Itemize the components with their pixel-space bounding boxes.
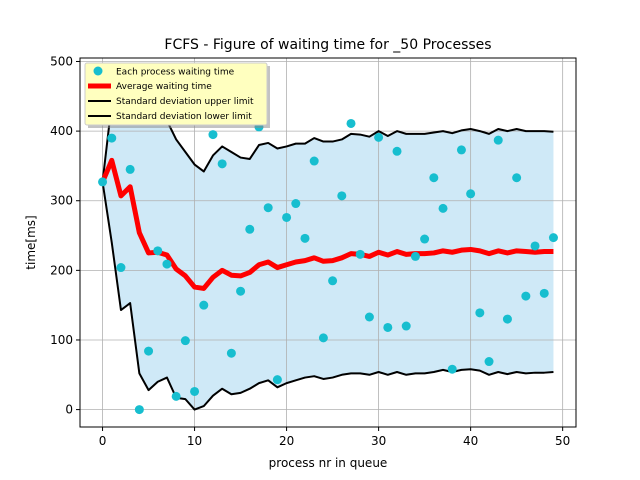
data-point [171,391,181,401]
data-point [383,322,393,332]
y-tick-label: 100 [50,333,73,347]
data-point [190,386,200,396]
data-point [521,291,531,301]
data-point [420,234,430,244]
std-deviation-band [102,103,554,410]
data-point [512,173,522,183]
data-point [484,357,494,367]
data-point [456,145,466,155]
data-point [116,263,126,273]
legend-label-points: Each process waiting time [116,68,235,78]
data-point [328,276,338,286]
data-point [355,249,365,259]
data-point [364,312,374,322]
data-point [475,308,485,318]
data-point [374,132,384,142]
data-point [337,191,347,201]
y-tick-label: 400 [50,124,73,138]
y-tick-label: 500 [50,54,73,68]
data-point [392,146,402,156]
data-point [447,364,457,374]
legend-label-upper: Standard deviation upper limit [116,97,254,107]
data-point [548,233,558,243]
legend: Each process waiting time Average waitin… [84,62,270,128]
average-line [100,157,554,291]
x-tick-label: 30 [371,434,386,448]
data-point [429,173,439,183]
legend-box [84,62,268,126]
data-point [272,375,282,385]
data-point [98,177,108,187]
data-point [134,405,144,415]
legend-label-average: Average waiting time [116,82,212,92]
data-point [401,321,411,331]
data-point [226,348,236,358]
legend-label-lower: Standard deviation lower limit [116,112,252,122]
data-point [539,288,549,298]
data-point [438,203,448,213]
data-point [125,164,135,174]
x-tick-label: 10 [187,434,202,448]
data-point [300,233,310,243]
data-point [236,286,246,296]
data-point [318,333,328,343]
plot-frame [79,57,577,428]
data-point [493,135,503,145]
x-axis-label: process nr in queue [269,456,388,470]
data-point [144,346,154,356]
x-tick-label: 40 [463,434,478,448]
data-point [530,241,540,251]
data-point [346,118,356,128]
data-point [199,300,209,310]
data-point [291,199,301,209]
data-point [208,130,218,140]
legend-marker-points [93,66,103,76]
x-tick-label: 20 [279,434,294,448]
y-tick-label: 300 [50,194,73,208]
data-point [245,224,255,234]
data-point [180,336,190,346]
data-point [153,246,163,256]
data-point [217,159,227,169]
y-axis-label: time[ms] [24,215,38,269]
data-point [107,133,117,143]
chart-title: FCFS - Figure of waiting time for _50 Pr… [164,37,491,53]
data-point [466,189,476,199]
x-tick-label: 0 [99,434,107,448]
std-upper-line [101,102,554,183]
data-point [502,314,512,324]
data-point [263,203,273,213]
data-point [162,259,172,269]
data-point [410,251,420,261]
data-point [309,156,319,166]
x-tick-label: 50 [555,434,570,448]
y-tick-label: 0 [65,403,73,417]
data-point [282,212,292,222]
y-tick-label: 200 [50,263,73,277]
